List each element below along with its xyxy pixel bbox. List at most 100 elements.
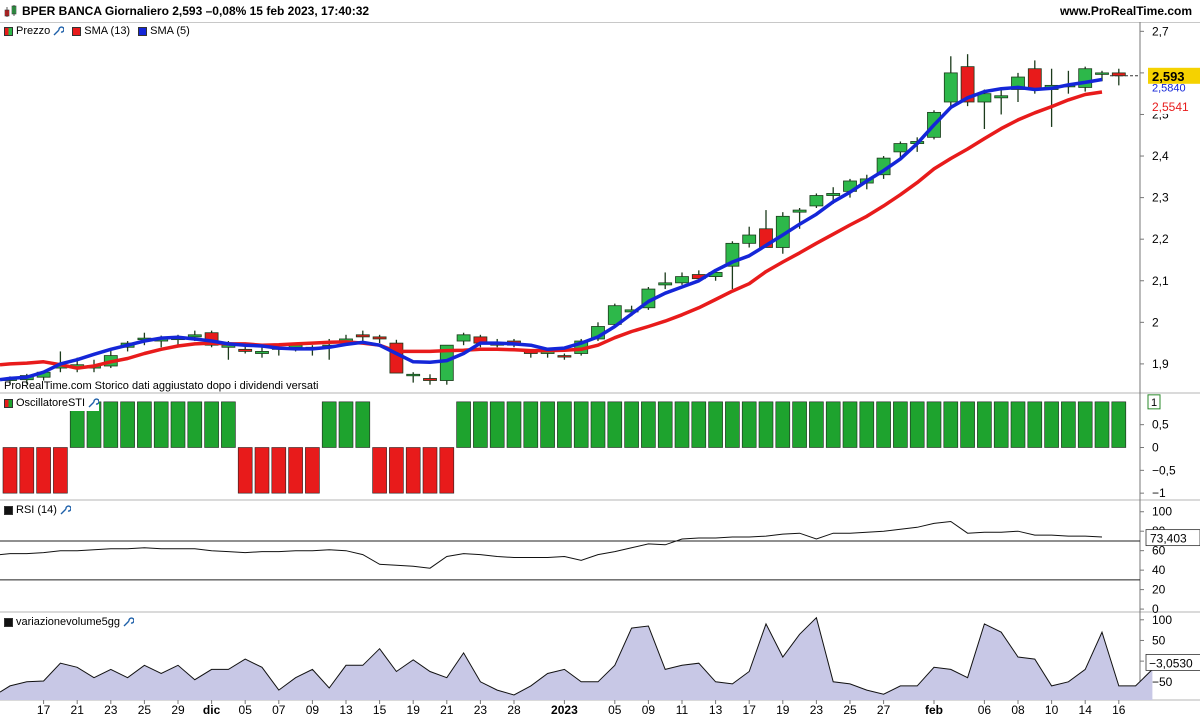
sti-bar	[321, 401, 337, 448]
candle-body	[187, 334, 202, 338]
sti-bar	[741, 401, 757, 448]
candle-body	[809, 195, 824, 207]
rsi-axis-tick-label: 100	[1152, 505, 1172, 519]
sti-bar	[237, 447, 253, 494]
x-axis-tick-label: 19	[407, 703, 421, 717]
website-link[interactable]: www.ProRealTime.com	[1059, 4, 1192, 18]
volume-last-label: −3,0530	[1149, 656, 1193, 670]
sti-bar	[590, 401, 606, 448]
last-price-badge	[1148, 67, 1200, 84]
price-legend: Prezzo SMA (13) SMA (5)	[2, 23, 190, 39]
sti-last-label: 1	[1151, 397, 1157, 409]
x-axis-tick-label: 19	[776, 703, 790, 717]
rsi-axis-tick-label: 40	[1152, 563, 1166, 577]
sti-bar	[1077, 401, 1093, 448]
candle-body	[943, 72, 958, 103]
volume-swatch	[4, 617, 13, 627]
candle-body	[675, 276, 689, 284]
sti-bar	[137, 401, 152, 448]
sti-bar	[540, 401, 555, 448]
sti-bar	[103, 401, 119, 448]
candle-body	[1111, 72, 1126, 77]
rsi-swatch	[4, 505, 13, 515]
sti-bar	[36, 447, 51, 494]
sti-bar	[859, 401, 875, 448]
sti-bars-group	[2, 401, 1127, 494]
sti-bar	[624, 401, 639, 448]
sti-bar	[153, 401, 169, 448]
x-axis-tick-label: 14	[1079, 703, 1093, 717]
wrench-icon[interactable]	[52, 25, 65, 37]
candle-body	[977, 93, 992, 103]
rsi-last-badge	[1145, 529, 1200, 547]
candle-body	[1095, 72, 1109, 75]
sti-bar	[943, 401, 959, 448]
wrench-icon[interactable]	[122, 616, 134, 628]
x-axis-tick-label: feb	[925, 703, 943, 717]
sti-bar	[204, 401, 219, 448]
x-axis-tick-label: dic	[203, 703, 221, 717]
candle-body	[355, 334, 370, 338]
sti-axis-tick-label: −0,5	[1152, 463, 1176, 477]
wrench-icon[interactable]	[59, 504, 71, 516]
sti-bar	[439, 447, 455, 494]
sti-bar	[1094, 401, 1110, 448]
x-axis-tick-label: 13	[339, 703, 353, 717]
rsi-axis-tick-label: 60	[1152, 544, 1166, 558]
candle-body	[742, 234, 757, 244]
candle-body	[406, 373, 421, 377]
volume-legend: variazionevolume5gg	[2, 614, 134, 630]
sti-bar	[893, 401, 908, 448]
sti-swatch	[4, 398, 13, 408]
sti-bar	[977, 401, 992, 448]
sma5-legend-label: SMA (5)	[150, 25, 190, 37]
x-axis-tick-label: 21	[440, 703, 454, 717]
x-axis-tick-label: 25	[843, 703, 857, 717]
rsi-legend: RSI (14)	[2, 502, 71, 518]
sti-bar	[993, 401, 1009, 448]
rsi-line	[0, 520, 1103, 569]
x-axis-tick-label: 08	[1011, 703, 1025, 717]
x-axis-tick-label: 11	[676, 703, 689, 717]
sma5-swatch	[138, 26, 148, 36]
wrench-icon[interactable]	[87, 397, 100, 409]
price-axis-tick-label: 2,2	[1152, 232, 1169, 246]
sti-bar	[473, 401, 488, 448]
volume-area	[0, 617, 1153, 700]
sti-bar	[1044, 401, 1059, 448]
sti-bar	[506, 401, 522, 448]
sti-bar	[825, 401, 841, 448]
sti-bar	[909, 401, 925, 448]
sti-bar	[120, 401, 135, 448]
x-axis-tick-label: 27	[877, 703, 891, 717]
x-axis-tick-label: 15	[373, 703, 387, 717]
sti-bar	[305, 447, 320, 494]
sti-bar	[1027, 401, 1043, 448]
sti-bar	[53, 447, 68, 494]
x-axis-tick-label: 23	[474, 703, 488, 717]
sti-bar	[775, 401, 791, 448]
candle-body	[960, 66, 975, 103]
rsi-last-label: 73,403	[1150, 532, 1187, 546]
candle-body	[389, 342, 404, 374]
candlestick-app-icon	[4, 5, 17, 17]
sti-bar	[792, 401, 807, 448]
sti-bar	[557, 401, 572, 448]
sti-legend: OscillatoreSTI	[2, 395, 100, 411]
sti-bar	[405, 447, 421, 494]
volume-axis-tick-label: 50	[1152, 633, 1166, 647]
sti-bar	[170, 401, 186, 448]
chart-header: BPER BANCA Giornaliero 2,593 –0,08% 15 f…	[0, 0, 1200, 23]
rsi-legend-label: RSI (14)	[16, 504, 57, 516]
data-note: ProRealTime.com Storico dati aggiustato …	[4, 380, 319, 392]
volume-legend-label: variazionevolume5gg	[16, 616, 120, 628]
x-axis-tick-label: 07	[272, 703, 286, 717]
sti-bar	[523, 401, 539, 448]
last-price-label: 2,593	[1152, 69, 1185, 84]
volume-last-badge	[1145, 653, 1200, 671]
x-axis-tick-label: 29	[171, 703, 185, 717]
sti-bar	[254, 447, 270, 494]
sti-bar	[19, 447, 35, 494]
sti-last-badge	[1147, 394, 1161, 410]
